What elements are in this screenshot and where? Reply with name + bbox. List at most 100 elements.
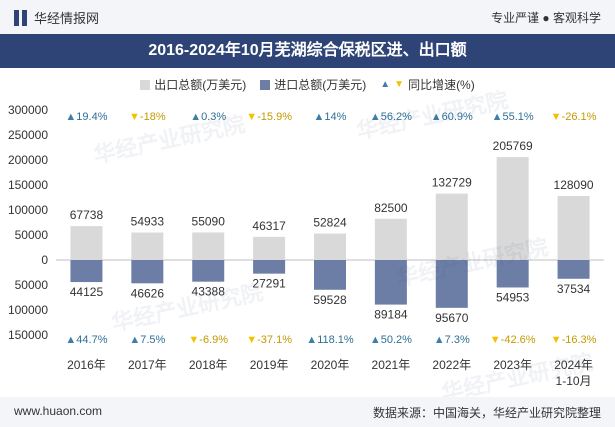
export-growth-label: ▼-26.1% bbox=[551, 111, 597, 123]
legend-growth: ▲ ▼ 同比增速(%) bbox=[380, 76, 474, 93]
import-value-label: 95670 bbox=[435, 311, 469, 325]
import-bar bbox=[314, 260, 346, 290]
export-value-label: 46317 bbox=[252, 219, 286, 233]
export-growth-label: ▲55.1% bbox=[492, 111, 534, 123]
up-arrow-icon: ▲ bbox=[370, 111, 381, 123]
x-tick-label: 2020年 bbox=[311, 358, 350, 372]
export-bar bbox=[192, 232, 225, 260]
up-arrow-icon: ▲ bbox=[434, 334, 445, 346]
legend-import-swatch bbox=[260, 79, 271, 90]
import-value-label: 46626 bbox=[131, 286, 165, 300]
import-bar bbox=[435, 260, 468, 308]
x-tick-label: 2024年 bbox=[554, 358, 593, 372]
x-tick-label: 2021年 bbox=[372, 358, 411, 372]
export-growth-label: ▲14% bbox=[314, 111, 347, 123]
export-growth-label: ▼-18% bbox=[129, 111, 166, 123]
growth-value: -42.6% bbox=[501, 334, 536, 346]
up-arrow-icon: ▲ bbox=[65, 334, 76, 346]
x-tick-label: 2018年 bbox=[189, 358, 228, 372]
legend-down-arrow-icon: ▼ bbox=[394, 78, 405, 90]
import-growth-label: ▼-37.1% bbox=[246, 334, 292, 346]
growth-value: 7.3% bbox=[445, 334, 470, 346]
export-bar bbox=[70, 226, 103, 260]
export-bar bbox=[496, 157, 529, 260]
export-growth-label: ▼-15.9% bbox=[246, 111, 292, 123]
up-arrow-icon: ▲ bbox=[129, 334, 140, 346]
export-bar bbox=[557, 195, 590, 260]
x-tick-label: 2019年 bbox=[250, 358, 289, 372]
up-arrow-icon: ▲ bbox=[65, 111, 76, 123]
growth-value: 0.3% bbox=[201, 111, 226, 123]
y-tick-label: 150000 bbox=[8, 178, 48, 192]
footer-bar: www.huaon.com 数据来源：中国海关，华经产业研究院整理 bbox=[0, 397, 615, 427]
brand-name: 华经情报网 bbox=[34, 11, 100, 26]
footer-source: 数据来源：中国海关，华经产业研究院整理 bbox=[372, 406, 601, 420]
down-arrow-icon: ▼ bbox=[246, 334, 257, 346]
down-arrow-icon: ▼ bbox=[246, 111, 257, 123]
legend-growth-label: 同比增速(%) bbox=[408, 78, 475, 92]
export-growth-label: ▲60.9% bbox=[431, 111, 473, 123]
chart-legend: 出口总额(万美元) 进口总额(万美元) ▲ ▼ 同比增速(%) bbox=[0, 76, 615, 93]
export-bar bbox=[131, 232, 164, 260]
y-tick-label: 0 bbox=[41, 253, 48, 267]
x-tick-label: 2022年 bbox=[432, 358, 471, 372]
import-value-label: 59528 bbox=[313, 293, 347, 307]
y-tick-label: 50000 bbox=[15, 228, 49, 242]
title-band: 2016-2024年10月芜湖综合保税区进、出口额 bbox=[0, 34, 615, 68]
legend-export-swatch bbox=[140, 79, 151, 90]
import-bar bbox=[496, 260, 529, 288]
import-growth-label: ▲7.5% bbox=[129, 334, 165, 346]
growth-value: -37.1% bbox=[257, 334, 292, 346]
x-tick-label: 2023年 bbox=[493, 358, 532, 372]
down-arrow-icon: ▼ bbox=[551, 334, 562, 346]
y-tick-label: 100000 bbox=[8, 203, 48, 217]
import-growth-label: ▲7.3% bbox=[434, 334, 470, 346]
growth-value: 7.5% bbox=[140, 334, 165, 346]
growth-value: -26.1% bbox=[562, 111, 597, 123]
down-arrow-icon: ▼ bbox=[129, 111, 140, 123]
import-bar bbox=[557, 260, 590, 279]
growth-value: 60.9% bbox=[442, 111, 473, 123]
footer-website: www.huaon.com bbox=[14, 404, 103, 418]
growth-value: 14% bbox=[324, 111, 346, 123]
export-value-label: 128090 bbox=[554, 178, 594, 192]
export-growth-label: ▲56.2% bbox=[370, 111, 412, 123]
y-tick-label: 50000 bbox=[15, 278, 49, 292]
export-value-label: 132729 bbox=[432, 176, 472, 190]
growth-value: 44.7% bbox=[76, 334, 107, 346]
import-bar bbox=[374, 260, 407, 305]
growth-value: -6.9% bbox=[199, 334, 228, 346]
growth-value: 56.2% bbox=[381, 111, 412, 123]
y-tick-label: 300000 bbox=[8, 103, 48, 117]
up-arrow-icon: ▲ bbox=[370, 334, 381, 346]
legend-import-label: 进口总额(万美元) bbox=[274, 78, 367, 92]
growth-value: 55.1% bbox=[503, 111, 534, 123]
import-value-label: 27291 bbox=[252, 277, 286, 291]
y-tick-label: 200000 bbox=[8, 153, 48, 167]
import-growth-label: ▲118.1% bbox=[306, 334, 354, 346]
export-value-label: 82500 bbox=[374, 201, 408, 215]
down-arrow-icon: ▼ bbox=[490, 334, 501, 346]
import-growth-label: ▼-42.6% bbox=[490, 334, 536, 346]
growth-value: -16.3% bbox=[562, 334, 597, 346]
growth-value: 118.1% bbox=[317, 334, 354, 346]
up-arrow-icon: ▲ bbox=[431, 111, 442, 123]
y-tick-label: 150000 bbox=[8, 328, 48, 342]
import-value-label: 54953 bbox=[496, 290, 530, 304]
up-arrow-icon: ▲ bbox=[492, 111, 503, 123]
growth-value: -18% bbox=[140, 111, 166, 123]
import-growth-label: ▼-6.9% bbox=[188, 334, 228, 346]
import-value-label: 44125 bbox=[70, 285, 104, 299]
import-bar bbox=[253, 260, 286, 274]
export-bar bbox=[435, 193, 468, 260]
export-bar bbox=[374, 218, 407, 260]
export-value-label: 52824 bbox=[313, 216, 347, 230]
chart-title: 2016-2024年10月芜湖综合保税区进、出口额 bbox=[148, 42, 467, 59]
legend-import: 进口总额(万美元) bbox=[260, 76, 366, 93]
x-tick-label: 1-10月 bbox=[556, 374, 592, 388]
x-tick-label: 2017年 bbox=[128, 358, 167, 372]
legend-up-arrow-icon: ▲ bbox=[380, 78, 391, 90]
export-value-label: 55090 bbox=[192, 214, 226, 228]
